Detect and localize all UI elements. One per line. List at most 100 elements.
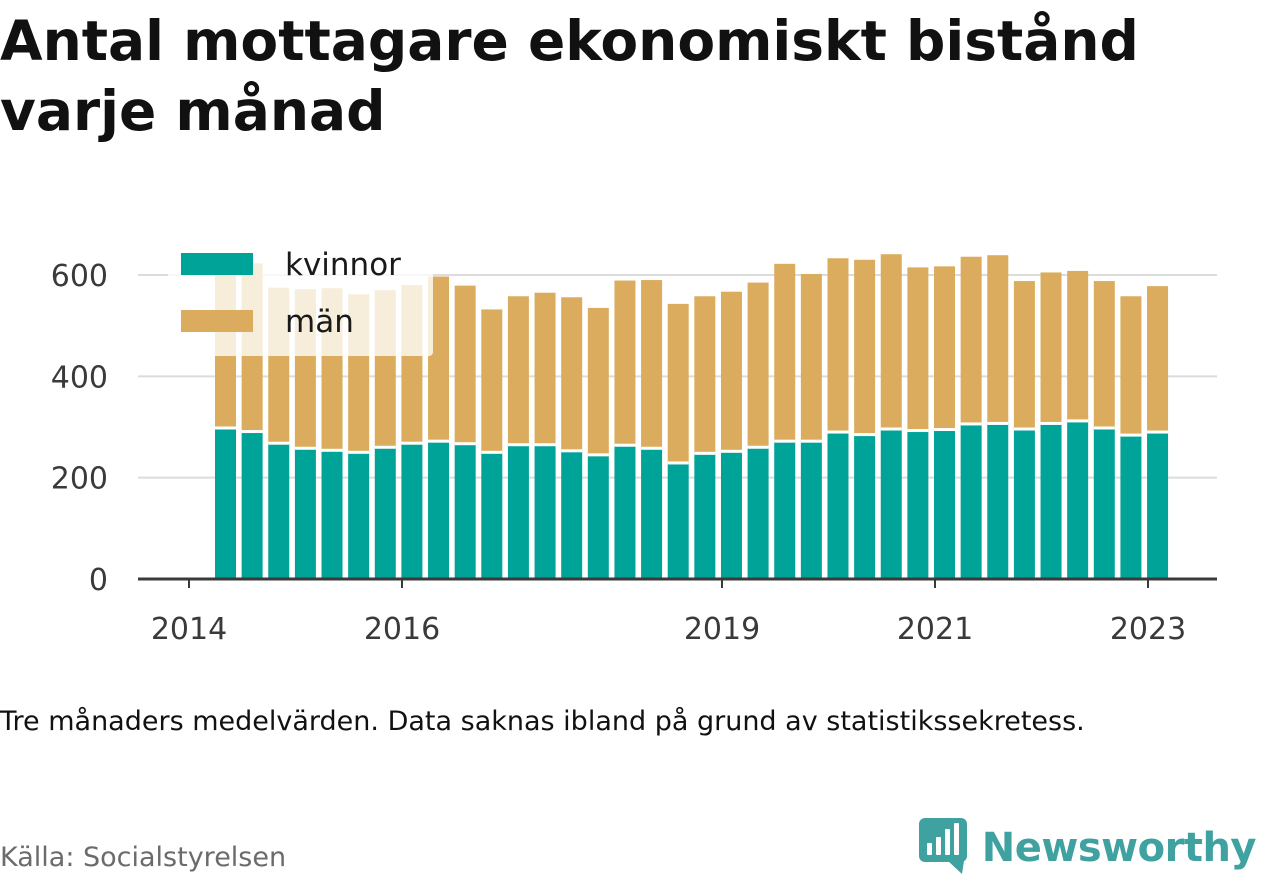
bar-segment-divider [534, 443, 556, 447]
bar-segment-divider [1067, 419, 1089, 423]
bar-segment-divider [960, 422, 982, 426]
bar-kvinnor [1040, 423, 1062, 579]
bar-segment-divider [1147, 430, 1169, 434]
bar-kvinnor [614, 445, 636, 579]
bar-kvinnor [1067, 420, 1089, 579]
bar-man [641, 280, 663, 449]
x-tick-label: 2016 [364, 612, 440, 647]
bar-segment-divider [1093, 426, 1115, 430]
bar-kvinnor [215, 428, 236, 579]
x-tick-label: 2023 [1110, 612, 1186, 647]
bar-man [854, 259, 876, 435]
bar-kvinnor [854, 434, 876, 579]
bar-segment-divider [241, 430, 263, 434]
bar-man [1013, 281, 1035, 430]
bar-man [960, 256, 982, 424]
bar-segment-divider [587, 453, 609, 457]
bar-kvinnor [694, 453, 716, 579]
bar-segment-divider [401, 441, 423, 445]
bar-kvinnor [454, 443, 476, 579]
bar-man [428, 276, 450, 442]
bar-segment-divider [667, 461, 689, 465]
legend-swatch [181, 310, 253, 332]
bar-kvinnor [880, 429, 902, 579]
bar-kvinnor [428, 441, 450, 579]
bar-man [1093, 281, 1115, 429]
bar-segment-divider [614, 443, 636, 447]
bar-man [747, 282, 769, 448]
bar-kvinnor [241, 431, 263, 579]
y-tick-label: 0 [89, 563, 108, 598]
legend-swatch [181, 253, 253, 275]
bar-man [481, 309, 503, 453]
bar-kvinnor [960, 423, 982, 579]
x-tick-label: 2019 [684, 612, 760, 647]
bar-segment-divider [428, 439, 450, 443]
bar-man [1120, 296, 1142, 436]
bar-kvinnor [800, 441, 822, 579]
bar-kvinnor [827, 432, 849, 579]
bar-kvinnor [374, 447, 396, 579]
bar-segment-divider [294, 446, 316, 450]
bar-man [880, 254, 902, 430]
bar-kvinnor [1120, 435, 1142, 579]
bar-segment-divider [747, 445, 769, 449]
x-tick-label: 2021 [897, 612, 973, 647]
bar-man [614, 280, 636, 446]
chart-note: Tre månaders medelvärden. Data saknas ib… [0, 706, 1085, 737]
bar-segment-divider [321, 448, 343, 452]
bar-kvinnor [507, 444, 529, 579]
bar-man [507, 296, 529, 445]
bar-man [534, 292, 556, 445]
bar-man [800, 273, 822, 442]
bar-segment-divider [641, 446, 663, 450]
bar-segment-divider [774, 439, 796, 443]
chart-title: Antal mottagare ekonomiskt bistånd varje… [0, 9, 1139, 143]
bar-man [1067, 270, 1089, 421]
bar-man [987, 255, 1009, 424]
bar-segment-divider [907, 429, 929, 433]
source-text: Källa: Socialstyrelsen [0, 842, 287, 873]
bar-kvinnor [294, 448, 316, 579]
bar-segment-divider [215, 426, 236, 430]
bar-kvinnor [720, 451, 742, 579]
bar-kvinnor [907, 430, 929, 579]
bar-man [827, 258, 849, 433]
bar-kvinnor [321, 450, 343, 579]
bar-segment-divider [934, 428, 956, 432]
bar-kvinnor [667, 462, 689, 579]
bar-man [587, 307, 609, 455]
bar-segment-divider [987, 421, 1009, 425]
bar-man [774, 263, 796, 442]
legend-label: kvinnor [285, 247, 401, 283]
newsworthy-chart-bubble-icon [918, 817, 968, 879]
bar-segment-divider [1040, 421, 1062, 425]
bar-man [720, 291, 742, 452]
bar-man [907, 267, 929, 431]
bar-kvinnor [534, 444, 556, 579]
bar-segment-divider [1013, 427, 1035, 431]
bar-kvinnor [934, 429, 956, 579]
axes: 0 200 400 600 2014 2016 2019 2021 2023 [51, 259, 1217, 647]
bar-man [667, 303, 689, 463]
bar-segment-divider [561, 449, 583, 453]
bar-man [1147, 286, 1169, 433]
bar-man [1040, 272, 1062, 424]
legend: kvinnor män [168, 238, 433, 356]
bar-kvinnor [348, 452, 370, 579]
brand-name: Newsworthy [981, 825, 1257, 871]
bar-segment-divider [854, 433, 876, 437]
legend-label: män [285, 304, 354, 340]
newsworthy-logo: Newsworthy [918, 817, 1257, 879]
bar-kvinnor [641, 448, 663, 579]
bar-segment-divider [268, 441, 290, 445]
bar-segment-divider [454, 442, 476, 446]
bar-chart: 0 200 400 600 2014 2016 2019 2021 2023 kvinnor mä… [50, 238, 1217, 647]
bar-kvinnor [987, 423, 1009, 579]
y-tick-label: 400 [51, 360, 108, 395]
bar-kvinnor [1147, 432, 1169, 579]
bar-kvinnor [481, 452, 503, 579]
bar-kvinnor [774, 441, 796, 579]
bar-kvinnor [1013, 429, 1035, 579]
y-tick-label: 200 [51, 462, 108, 497]
